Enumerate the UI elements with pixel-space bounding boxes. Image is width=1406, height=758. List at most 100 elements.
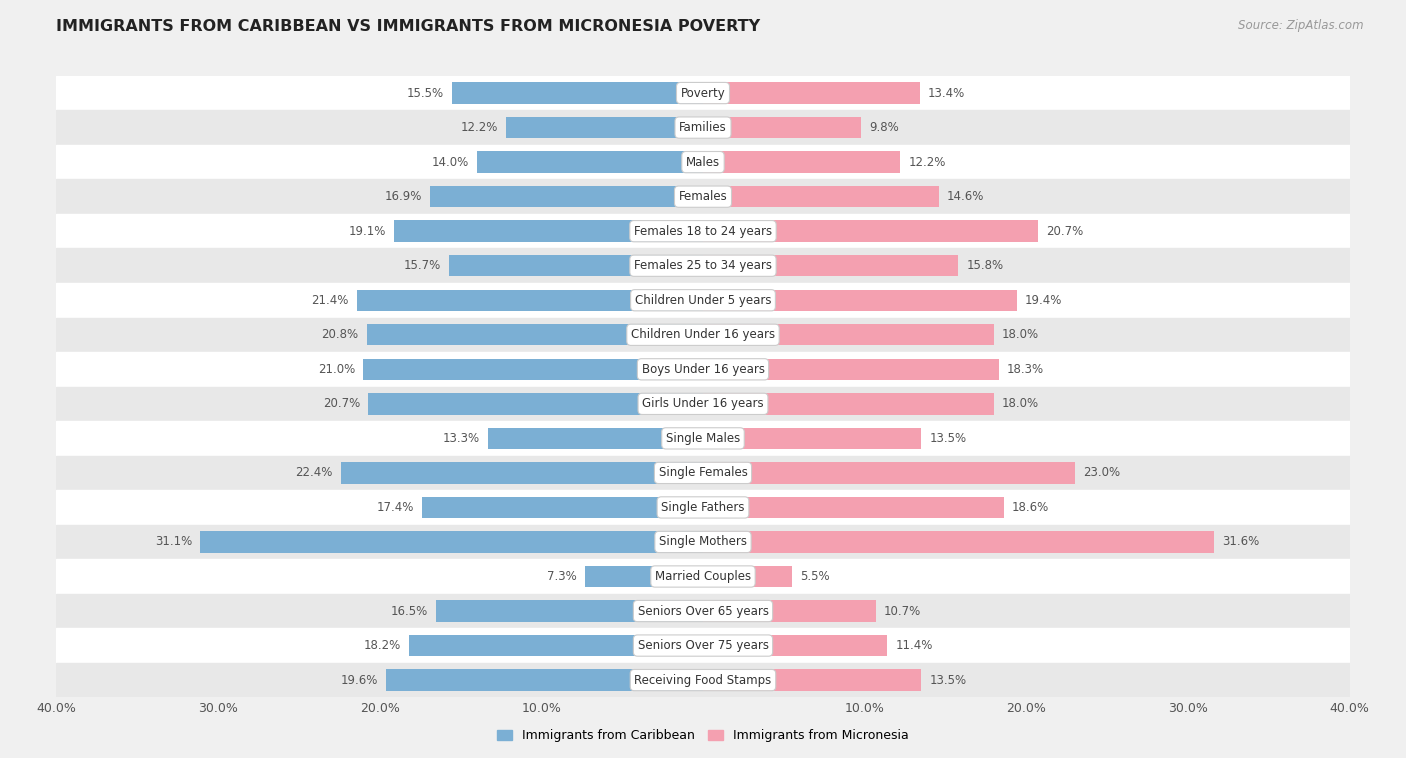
- Bar: [703, 635, 887, 656]
- Text: 16.9%: 16.9%: [384, 190, 422, 203]
- Bar: [56, 387, 1350, 421]
- Text: Seniors Over 65 years: Seniors Over 65 years: [637, 605, 769, 618]
- Text: 23.0%: 23.0%: [1083, 466, 1121, 479]
- Bar: [56, 594, 1350, 628]
- Bar: [56, 111, 1350, 145]
- Bar: [56, 421, 1350, 456]
- Bar: [56, 559, 1350, 594]
- Bar: [488, 428, 703, 449]
- Text: Married Couples: Married Couples: [655, 570, 751, 583]
- Text: Boys Under 16 years: Boys Under 16 years: [641, 363, 765, 376]
- Bar: [703, 565, 792, 587]
- Bar: [477, 152, 703, 173]
- Text: Single Females: Single Females: [658, 466, 748, 479]
- Text: 22.4%: 22.4%: [295, 466, 333, 479]
- Text: Girls Under 16 years: Girls Under 16 years: [643, 397, 763, 410]
- Text: 11.4%: 11.4%: [896, 639, 932, 652]
- Bar: [703, 186, 939, 208]
- Bar: [56, 318, 1350, 352]
- Text: 13.4%: 13.4%: [928, 86, 965, 99]
- Text: 14.0%: 14.0%: [432, 155, 468, 168]
- Bar: [585, 565, 703, 587]
- Bar: [436, 600, 703, 622]
- Text: Receiving Food Stamps: Receiving Food Stamps: [634, 674, 772, 687]
- Text: 31.6%: 31.6%: [1222, 535, 1260, 549]
- Text: 18.6%: 18.6%: [1012, 501, 1049, 514]
- Bar: [394, 221, 703, 242]
- Text: Children Under 5 years: Children Under 5 years: [634, 294, 772, 307]
- Text: 15.7%: 15.7%: [404, 259, 441, 272]
- Text: 18.0%: 18.0%: [1002, 397, 1039, 410]
- Bar: [703, 669, 921, 691]
- Text: 16.5%: 16.5%: [391, 605, 429, 618]
- Bar: [56, 456, 1350, 490]
- Bar: [703, 600, 876, 622]
- Bar: [387, 669, 703, 691]
- Bar: [703, 324, 994, 346]
- Bar: [367, 324, 703, 346]
- Text: 9.8%: 9.8%: [869, 121, 900, 134]
- Text: 12.2%: 12.2%: [460, 121, 498, 134]
- Bar: [340, 462, 703, 484]
- Bar: [368, 393, 703, 415]
- Text: Females 18 to 24 years: Females 18 to 24 years: [634, 224, 772, 238]
- Bar: [430, 186, 703, 208]
- Text: Single Fathers: Single Fathers: [661, 501, 745, 514]
- Bar: [409, 635, 703, 656]
- Bar: [56, 628, 1350, 662]
- Bar: [422, 496, 703, 518]
- Text: 5.5%: 5.5%: [800, 570, 830, 583]
- Bar: [453, 83, 703, 104]
- Bar: [200, 531, 703, 553]
- Text: Poverty: Poverty: [681, 86, 725, 99]
- Text: 21.0%: 21.0%: [318, 363, 356, 376]
- Text: 15.8%: 15.8%: [966, 259, 1004, 272]
- Text: Single Mothers: Single Mothers: [659, 535, 747, 549]
- Text: 10.7%: 10.7%: [884, 605, 921, 618]
- Text: Seniors Over 75 years: Seniors Over 75 years: [637, 639, 769, 652]
- Bar: [56, 283, 1350, 318]
- Text: Females 25 to 34 years: Females 25 to 34 years: [634, 259, 772, 272]
- Text: 13.5%: 13.5%: [929, 432, 966, 445]
- Text: Children Under 16 years: Children Under 16 years: [631, 328, 775, 341]
- Bar: [56, 352, 1350, 387]
- Bar: [357, 290, 703, 311]
- Text: 21.4%: 21.4%: [312, 294, 349, 307]
- Bar: [703, 221, 1038, 242]
- Bar: [703, 531, 1213, 553]
- Bar: [449, 255, 703, 277]
- Text: 13.5%: 13.5%: [929, 674, 966, 687]
- Bar: [703, 462, 1076, 484]
- Bar: [506, 117, 703, 138]
- Bar: [56, 145, 1350, 180]
- Text: 18.2%: 18.2%: [363, 639, 401, 652]
- Bar: [56, 214, 1350, 249]
- Bar: [703, 117, 862, 138]
- Text: 20.7%: 20.7%: [1046, 224, 1083, 238]
- Text: 17.4%: 17.4%: [377, 501, 413, 514]
- Bar: [703, 83, 920, 104]
- Text: 20.7%: 20.7%: [323, 397, 360, 410]
- Bar: [703, 496, 1004, 518]
- Text: 15.5%: 15.5%: [408, 86, 444, 99]
- Bar: [703, 393, 994, 415]
- Text: IMMIGRANTS FROM CARIBBEAN VS IMMIGRANTS FROM MICRONESIA POVERTY: IMMIGRANTS FROM CARIBBEAN VS IMMIGRANTS …: [56, 19, 761, 34]
- Text: 18.3%: 18.3%: [1007, 363, 1045, 376]
- Text: 19.4%: 19.4%: [1025, 294, 1062, 307]
- Text: 13.3%: 13.3%: [443, 432, 479, 445]
- Text: 31.1%: 31.1%: [155, 535, 193, 549]
- Bar: [56, 249, 1350, 283]
- Text: Families: Families: [679, 121, 727, 134]
- Text: 7.3%: 7.3%: [547, 570, 576, 583]
- Legend: Immigrants from Caribbean, Immigrants from Micronesia: Immigrants from Caribbean, Immigrants fr…: [492, 724, 914, 747]
- Text: Single Males: Single Males: [666, 432, 740, 445]
- Bar: [56, 662, 1350, 697]
- Bar: [703, 152, 900, 173]
- Text: 12.2%: 12.2%: [908, 155, 946, 168]
- Text: 19.1%: 19.1%: [349, 224, 387, 238]
- Bar: [56, 490, 1350, 525]
- Text: 14.6%: 14.6%: [948, 190, 984, 203]
- Text: Source: ZipAtlas.com: Source: ZipAtlas.com: [1239, 19, 1364, 32]
- Text: Males: Males: [686, 155, 720, 168]
- Text: 20.8%: 20.8%: [322, 328, 359, 341]
